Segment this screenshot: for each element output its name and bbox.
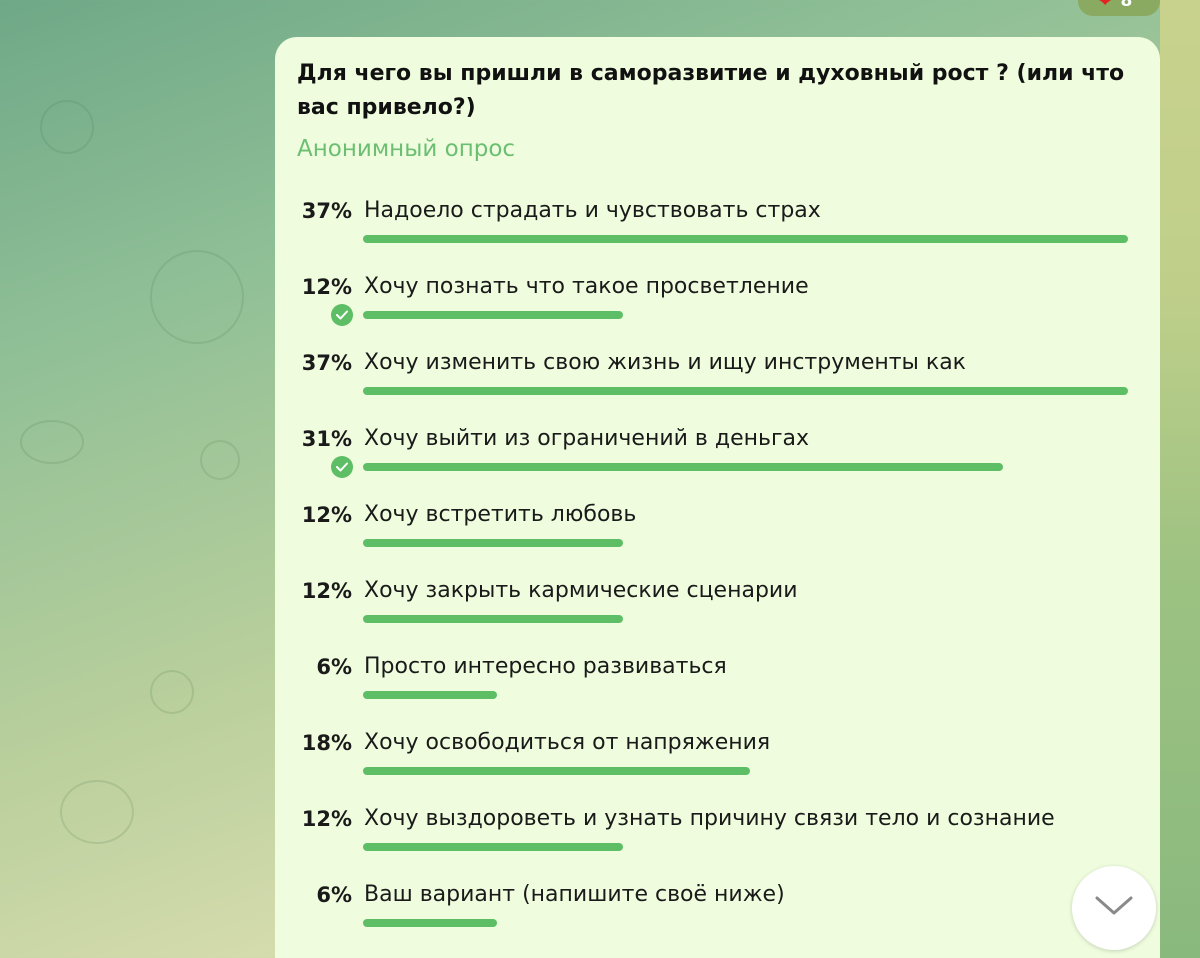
background-doodle (150, 670, 194, 714)
poll-option[interactable]: 37% Надоело страдать и чувствовать страх (275, 197, 1160, 273)
poll-option[interactable]: 37% Хочу изменить свою жизнь и ищу инстр… (275, 349, 1160, 425)
option-result-bar (363, 843, 623, 851)
heart-icon: ❤ (1096, 0, 1115, 13)
background-doodle (200, 440, 240, 480)
option-percent: 31% (301, 427, 352, 451)
option-result-bar (363, 615, 623, 623)
check-circle-icon (331, 456, 353, 478)
option-percent: 12% (301, 807, 352, 831)
poll-option[interactable]: 12% Хочу познать что такое просветление (275, 273, 1160, 349)
poll-option[interactable]: 31% Хочу выйти из ограничений в деньгах (275, 425, 1160, 501)
option-label: Хочу изменить свою жизнь и ищу инструмен… (364, 350, 966, 375)
option-percent: 12% (301, 503, 352, 527)
option-percent: 12% (301, 275, 352, 299)
option-result-bar (363, 463, 1003, 471)
reaction-count: 8 (1120, 0, 1133, 11)
option-result-bar (363, 387, 1128, 395)
poll-option[interactable]: 12% Хочу выздороветь и узнать причину св… (275, 805, 1160, 881)
option-result-bar (363, 691, 497, 699)
background-doodle (40, 100, 94, 154)
poll-message-bubble: Для чего вы пришли в саморазвитие и духо… (275, 37, 1160, 958)
option-label: Хочу выздороветь и узнать причину связи … (364, 806, 1055, 831)
option-result-bar (363, 235, 1128, 243)
chat-background-edge (1160, 0, 1200, 958)
option-result-bar (363, 539, 623, 547)
option-label: Надоело страдать и чувствовать страх (364, 198, 821, 223)
option-percent: 12% (301, 579, 352, 603)
background-doodle (60, 780, 134, 844)
option-percent: 18% (301, 731, 352, 755)
background-doodle (20, 420, 84, 464)
option-label: Хочу освободиться от напряжения (364, 730, 771, 755)
option-result-bar (363, 311, 623, 319)
option-label: Просто интересно развиваться (364, 654, 727, 679)
check-circle-icon (331, 304, 353, 326)
option-label: Ваш вариант (напишите своё ниже) (364, 882, 785, 907)
option-label: Хочу закрыть кармические сценарии (364, 578, 798, 603)
poll-option[interactable]: 12% Хочу встретить любовь (275, 501, 1160, 577)
option-percent: 6% (316, 655, 352, 679)
poll-option[interactable]: 6% Ваш вариант (напишите своё ниже) (275, 881, 1160, 957)
option-label: Хочу встретить любовь (364, 502, 637, 527)
background-doodle (150, 250, 244, 344)
option-result-bar (363, 767, 750, 775)
poll-options: 37% Надоело страдать и чувствовать страх… (275, 197, 1160, 957)
poll-type-label: Анонимный опрос (297, 136, 516, 162)
option-result-bar (363, 919, 497, 927)
option-percent: 37% (301, 351, 352, 375)
reaction-badge[interactable]: ❤ 8 (1078, 0, 1160, 16)
poll-option[interactable]: 18% Хочу освободиться от напряжения (275, 729, 1160, 805)
poll-option[interactable]: 6% Просто интересно развиваться (275, 653, 1160, 729)
option-percent: 37% (301, 199, 352, 223)
poll-question: Для чего вы пришли в саморазвитие и духо… (297, 61, 1125, 120)
scroll-to-bottom-button[interactable] (1072, 866, 1156, 950)
option-label: Хочу выйти из ограничений в деньгах (364, 426, 810, 451)
option-percent: 6% (316, 883, 352, 907)
chevron-down-icon (1094, 895, 1134, 921)
poll-option[interactable]: 12% Хочу закрыть кармические сценарии (275, 577, 1160, 653)
option-label: Хочу познать что такое просветление (364, 274, 809, 299)
